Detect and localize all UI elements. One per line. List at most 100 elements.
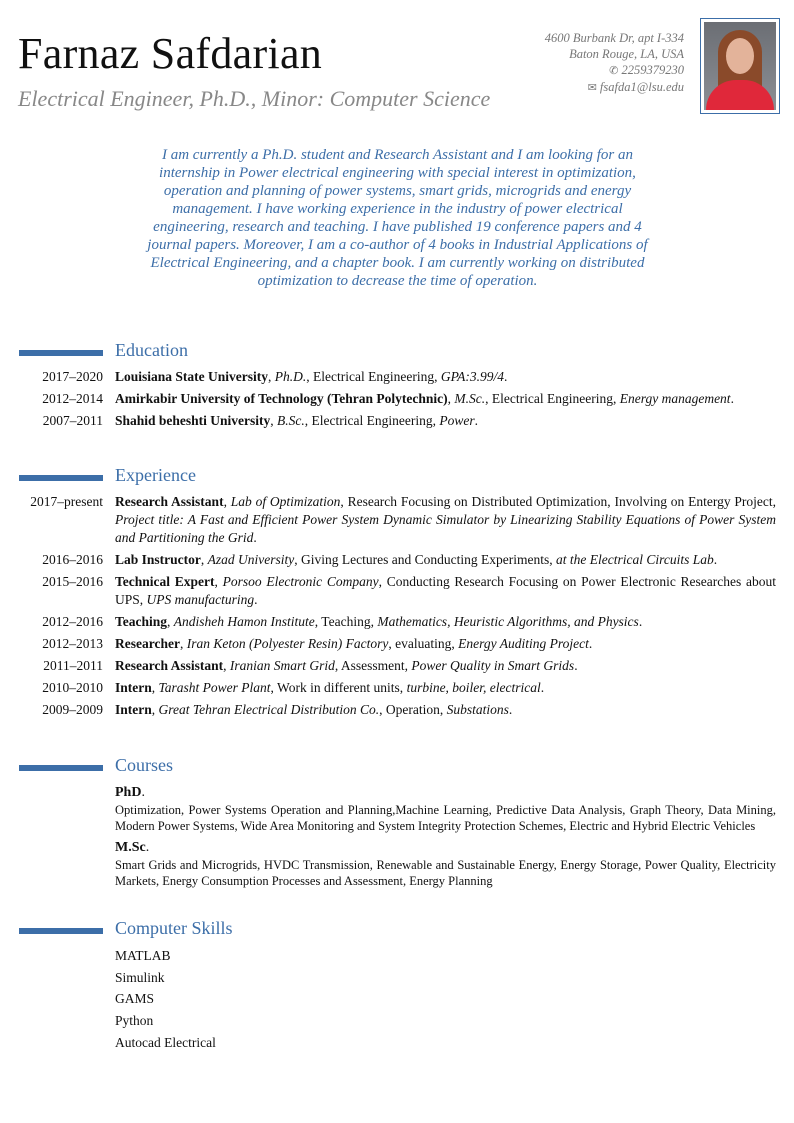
entry-date: 2015–2016: [42, 574, 103, 589]
address-line-2: Baton Rouge, LA, USA: [569, 47, 684, 61]
entry-text: Substations: [446, 702, 509, 717]
entry-row: 2012–2013 Researcher, Iran Keton (Polyest…: [0, 635, 794, 653]
section-courses: Courses PhD. Optimization, Power Systems …: [0, 755, 794, 889]
entry-body: Lab Instructor, Azad University, Giving …: [115, 551, 776, 569]
section-title: Experience: [115, 465, 196, 485]
entry-text: , Operation,: [379, 702, 447, 717]
entry-date: 2009–2009: [42, 702, 103, 717]
entry-text: Mathematics, Heuristic Algorithms, and P…: [377, 614, 639, 629]
section-rule: [19, 928, 103, 934]
entry-date: 2012–2016: [42, 614, 103, 629]
entry-row: 2009–2009 Intern, Great Tehran Electrical…: [0, 701, 794, 719]
address-line-1: 4600 Burbank Dr, apt I-334: [544, 31, 684, 45]
entry-text: , Electrical Engineering,: [306, 369, 441, 384]
entry-row: 2010–2010 Intern, Tarasht Power Plant, Wo…: [0, 679, 794, 697]
entry-text: ,: [268, 369, 275, 384]
section-education: Education 2017–2020 Louisiana State Unive…: [0, 340, 794, 430]
entry-text: , Giving Lectures and Conducting Experim…: [294, 552, 556, 567]
entry-body: Intern, Tarasht Power Plant, Work in dif…: [115, 679, 776, 697]
entry-text: ,: [223, 658, 230, 673]
entry-role: Shahid beheshti University: [115, 413, 271, 428]
entry-row: 2007–2011 Shahid beheshti University, B.S…: [0, 412, 794, 430]
skill-item: MATLAB: [115, 948, 171, 963]
entry-text: Power: [439, 413, 475, 428]
entry-body: Technical Expert, Porsoo Electronic Comp…: [115, 573, 776, 609]
course-heading: PhD.: [115, 784, 794, 802]
entry-text: ,: [167, 614, 174, 629]
mobile-phone-icon: ✆: [609, 65, 619, 77]
entry-row: 2012–2014 Amirkabir University of Technol…: [0, 390, 794, 408]
entry-role: Research Assistant: [115, 494, 224, 509]
entry-text: , Research Focusing on Distributed Optim…: [340, 494, 776, 509]
section-title: Computer Skills: [115, 918, 233, 938]
entry-text: , Conducting Research Focusing on Power …: [115, 574, 776, 607]
entry-text: .: [253, 530, 257, 545]
entry-text: Great Tehran Electrical Distribution Co.: [158, 702, 380, 717]
entry-date: 2007–2011: [42, 413, 103, 428]
entry-row: 2017–2020 Louisiana State University, Ph.…: [0, 368, 794, 386]
section-experience: Experience 2017–present Research Assistan…: [0, 465, 794, 719]
entry-text: Project title: A Fast and Efficient Powe…: [115, 512, 776, 545]
skill-item: Autocad Electrical: [115, 1034, 216, 1050]
applicant-title: Electrical Engineer, Ph.D., Minor: Compu…: [18, 86, 491, 111]
skill-item: Simulink: [115, 969, 165, 985]
entry-text: .: [713, 552, 718, 567]
entry-role: Researcher: [115, 636, 180, 651]
entry-role: Teaching: [115, 614, 168, 629]
entry-role: Intern: [115, 702, 152, 717]
contact-block: 4600 Burbank Dr, apt I-334 Baton Rouge, …: [545, 30, 684, 96]
entry-text: Azad University: [207, 552, 295, 567]
entry-body: Louisiana State University, Ph.D., Elect…: [115, 368, 776, 386]
phone-number: 2259379230: [621, 63, 685, 77]
email-link[interactable]: fsafda1@lsu.edu: [599, 80, 684, 94]
skill-item: Python: [115, 1013, 154, 1029]
entry-row: 2011–2011 Research Assistant, Iranian Sma…: [0, 657, 794, 675]
entry-text: UPS manufacturing: [146, 592, 255, 607]
entry-text: .: [508, 702, 513, 717]
entry-role: Research Assistant: [115, 658, 224, 673]
entry-text: Ph.D.: [274, 369, 307, 384]
entry-body: Shahid beheshti University, B.Sc., Elect…: [115, 412, 776, 430]
entry-text: turbine, boiler, electrical: [406, 680, 541, 695]
entry-text: Andisheh Hamon Institute: [173, 614, 315, 629]
course-heading-period: .: [141, 785, 145, 800]
entry-body: Amirkabir University of Technology (Tehr…: [115, 390, 776, 408]
entry-text: at the Electrical Circuits Lab: [555, 552, 714, 567]
skill-item: GAMS: [115, 991, 155, 1007]
course-heading-text: M.Sc: [115, 840, 146, 855]
course-heading-text: PhD: [115, 785, 142, 800]
envelope-icon: ✉: [587, 82, 597, 94]
entry-date: 2016–2016: [42, 552, 103, 567]
section-rule: [19, 350, 103, 356]
entry-text: Energy management: [619, 391, 731, 406]
course-heading-period: .: [145, 840, 150, 855]
section-title: Courses: [115, 755, 173, 775]
entry-text: M.Sc.: [454, 391, 486, 406]
entry-text: , Assessment,: [334, 658, 412, 673]
section-rule: [19, 475, 103, 481]
entry-body: Research Assistant, Lab of Optimization,…: [115, 493, 776, 547]
entry-text: Power Quality in Smart Grids: [411, 658, 575, 673]
entry-text: B.Sc.: [277, 413, 305, 428]
section-title: Education: [115, 340, 188, 360]
entry-text: , Work in different units,: [270, 680, 407, 695]
entry-row: 2016–2016 Lab Instructor, Azad University…: [0, 551, 794, 569]
entry-text: .: [254, 592, 258, 607]
entry-text: ,: [179, 636, 187, 651]
entry-row: 2017–present Research Assistant, Lab of O…: [0, 493, 794, 547]
entry-body: Research Assistant, Iranian Smart Grid, …: [115, 657, 776, 675]
entry-date: 2017–present: [30, 494, 103, 509]
entry-text: .: [638, 614, 643, 629]
entry-text: Tarasht Power Plant: [158, 680, 271, 695]
entry-text: ,: [214, 574, 223, 589]
entry-text: .: [588, 636, 593, 651]
entry-text: Lab of Optimization: [230, 494, 341, 509]
phone-row: ✆ 2259379230: [545, 62, 684, 79]
entry-body: Intern, Great Tehran Electrical Distribu…: [115, 701, 776, 719]
section-rule: [19, 765, 103, 771]
entry-text: Energy Auditing Project: [458, 636, 589, 651]
entry-text: .: [730, 391, 734, 406]
entry-text: , evaluating,: [388, 636, 459, 651]
summary-statement: I am currently a Ph.D. student and Resea…: [147, 147, 648, 289]
